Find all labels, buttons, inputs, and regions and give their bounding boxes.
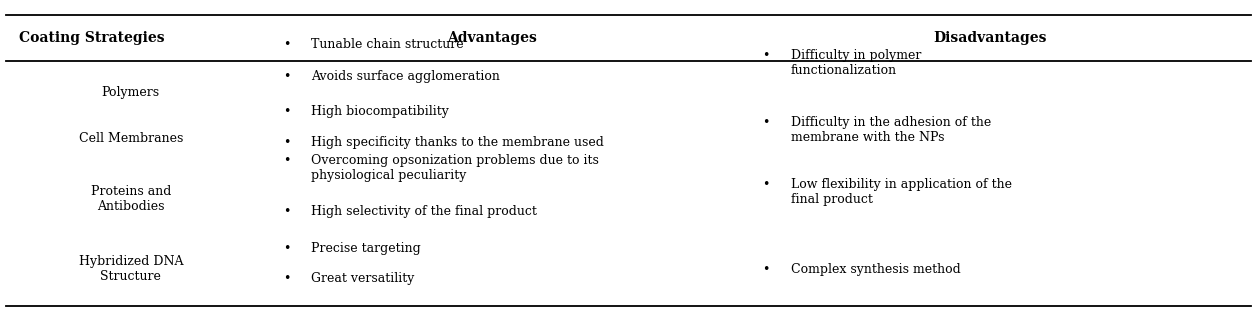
Text: •: • [282, 242, 290, 255]
Text: •: • [282, 70, 290, 83]
Text: Difficulty in polymer
functionalization: Difficulty in polymer functionalization [791, 49, 922, 77]
Text: Avoids surface agglomeration: Avoids surface agglomeration [311, 70, 500, 83]
Text: High selectivity of the final product: High selectivity of the final product [311, 206, 537, 218]
Text: •: • [762, 178, 770, 191]
Text: Complex synthesis method: Complex synthesis method [791, 263, 961, 276]
Text: Disadvantages: Disadvantages [933, 31, 1047, 45]
Text: Advantages: Advantages [446, 31, 537, 45]
Text: Overcoming opsonization problems due to its
physiological peculiarity: Overcoming opsonization problems due to … [311, 154, 599, 182]
Text: High biocompatibility: High biocompatibility [311, 105, 449, 118]
Text: Difficulty in the adhesion of the
membrane with the NPs: Difficulty in the adhesion of the membra… [791, 116, 991, 144]
Text: Great versatility: Great versatility [311, 272, 415, 285]
Text: •: • [282, 38, 290, 51]
Text: •: • [762, 49, 770, 62]
Text: •: • [282, 154, 290, 167]
Text: •: • [762, 116, 770, 129]
Text: Hybridized DNA
Structure: Hybridized DNA Structure [79, 256, 183, 283]
Text: High specificity thanks to the membrane used: High specificity thanks to the membrane … [311, 135, 604, 149]
Text: Cell Membranes: Cell Membranes [79, 132, 183, 145]
Text: Low flexibility in application of the
final product: Low flexibility in application of the fi… [791, 178, 1012, 206]
Text: Precise targeting: Precise targeting [311, 242, 421, 255]
Text: Coating Strategies: Coating Strategies [19, 31, 164, 45]
Text: •: • [282, 105, 290, 118]
Text: •: • [762, 263, 770, 276]
Text: Polymers: Polymers [102, 86, 159, 100]
Text: •: • [282, 135, 290, 149]
Text: Proteins and
Antibodies: Proteins and Antibodies [90, 185, 171, 213]
Text: •: • [282, 206, 290, 218]
Text: •: • [282, 272, 290, 285]
Text: Tunable chain structure: Tunable chain structure [311, 38, 464, 51]
